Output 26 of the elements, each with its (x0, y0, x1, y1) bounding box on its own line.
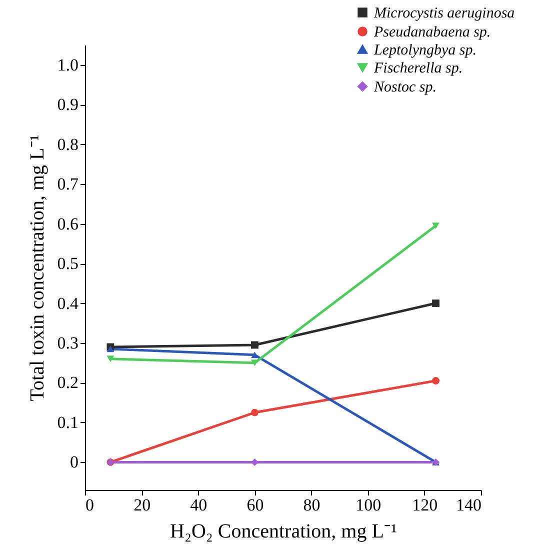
x-tick-label: 120 (412, 496, 438, 514)
x-tick-label: 0 (86, 496, 94, 514)
y-tick-label: 1.0 (57, 55, 78, 74)
y-tick-label: 0.5 (57, 254, 78, 274)
y-tick-label: 0.6 (57, 214, 78, 234)
y-tick-label: 0.4 (57, 294, 79, 313)
y-tick-label: 0.1 (57, 412, 78, 432)
x-axis-title: H₂O₂ Concentration, mg L⁻¹ (170, 520, 397, 542)
y-axis-title: Total toxin concentration, mg L⁻¹ (26, 134, 48, 402)
y-tick-label: 0.9 (57, 95, 78, 114)
x-tick-label: 140 (456, 496, 482, 514)
legend-label: Fischerella sp. (373, 60, 463, 76)
x-tick-label: 80 (303, 496, 320, 514)
legend-label: Microcystis aeruginosa (373, 6, 515, 22)
y-tick-label: 0.7 (57, 174, 79, 194)
y-tick-label: 0 (70, 452, 78, 472)
x-tick-label: 100 (356, 496, 382, 514)
y-tick-label: 0.3 (57, 333, 78, 352)
legend-label: Nostoc sp. (373, 80, 437, 96)
y-tick-label: 0.2 (57, 373, 78, 392)
x-tick-label: 60 (246, 496, 264, 514)
y-tick-label: 0.8 (57, 134, 78, 154)
legend-label: Pseudanabaena sp. (373, 24, 491, 40)
legend-label: Leptolyngbya sp. (373, 42, 476, 58)
x-tick-label: 20 (134, 496, 151, 514)
x-tick-label: 40 (190, 496, 208, 514)
